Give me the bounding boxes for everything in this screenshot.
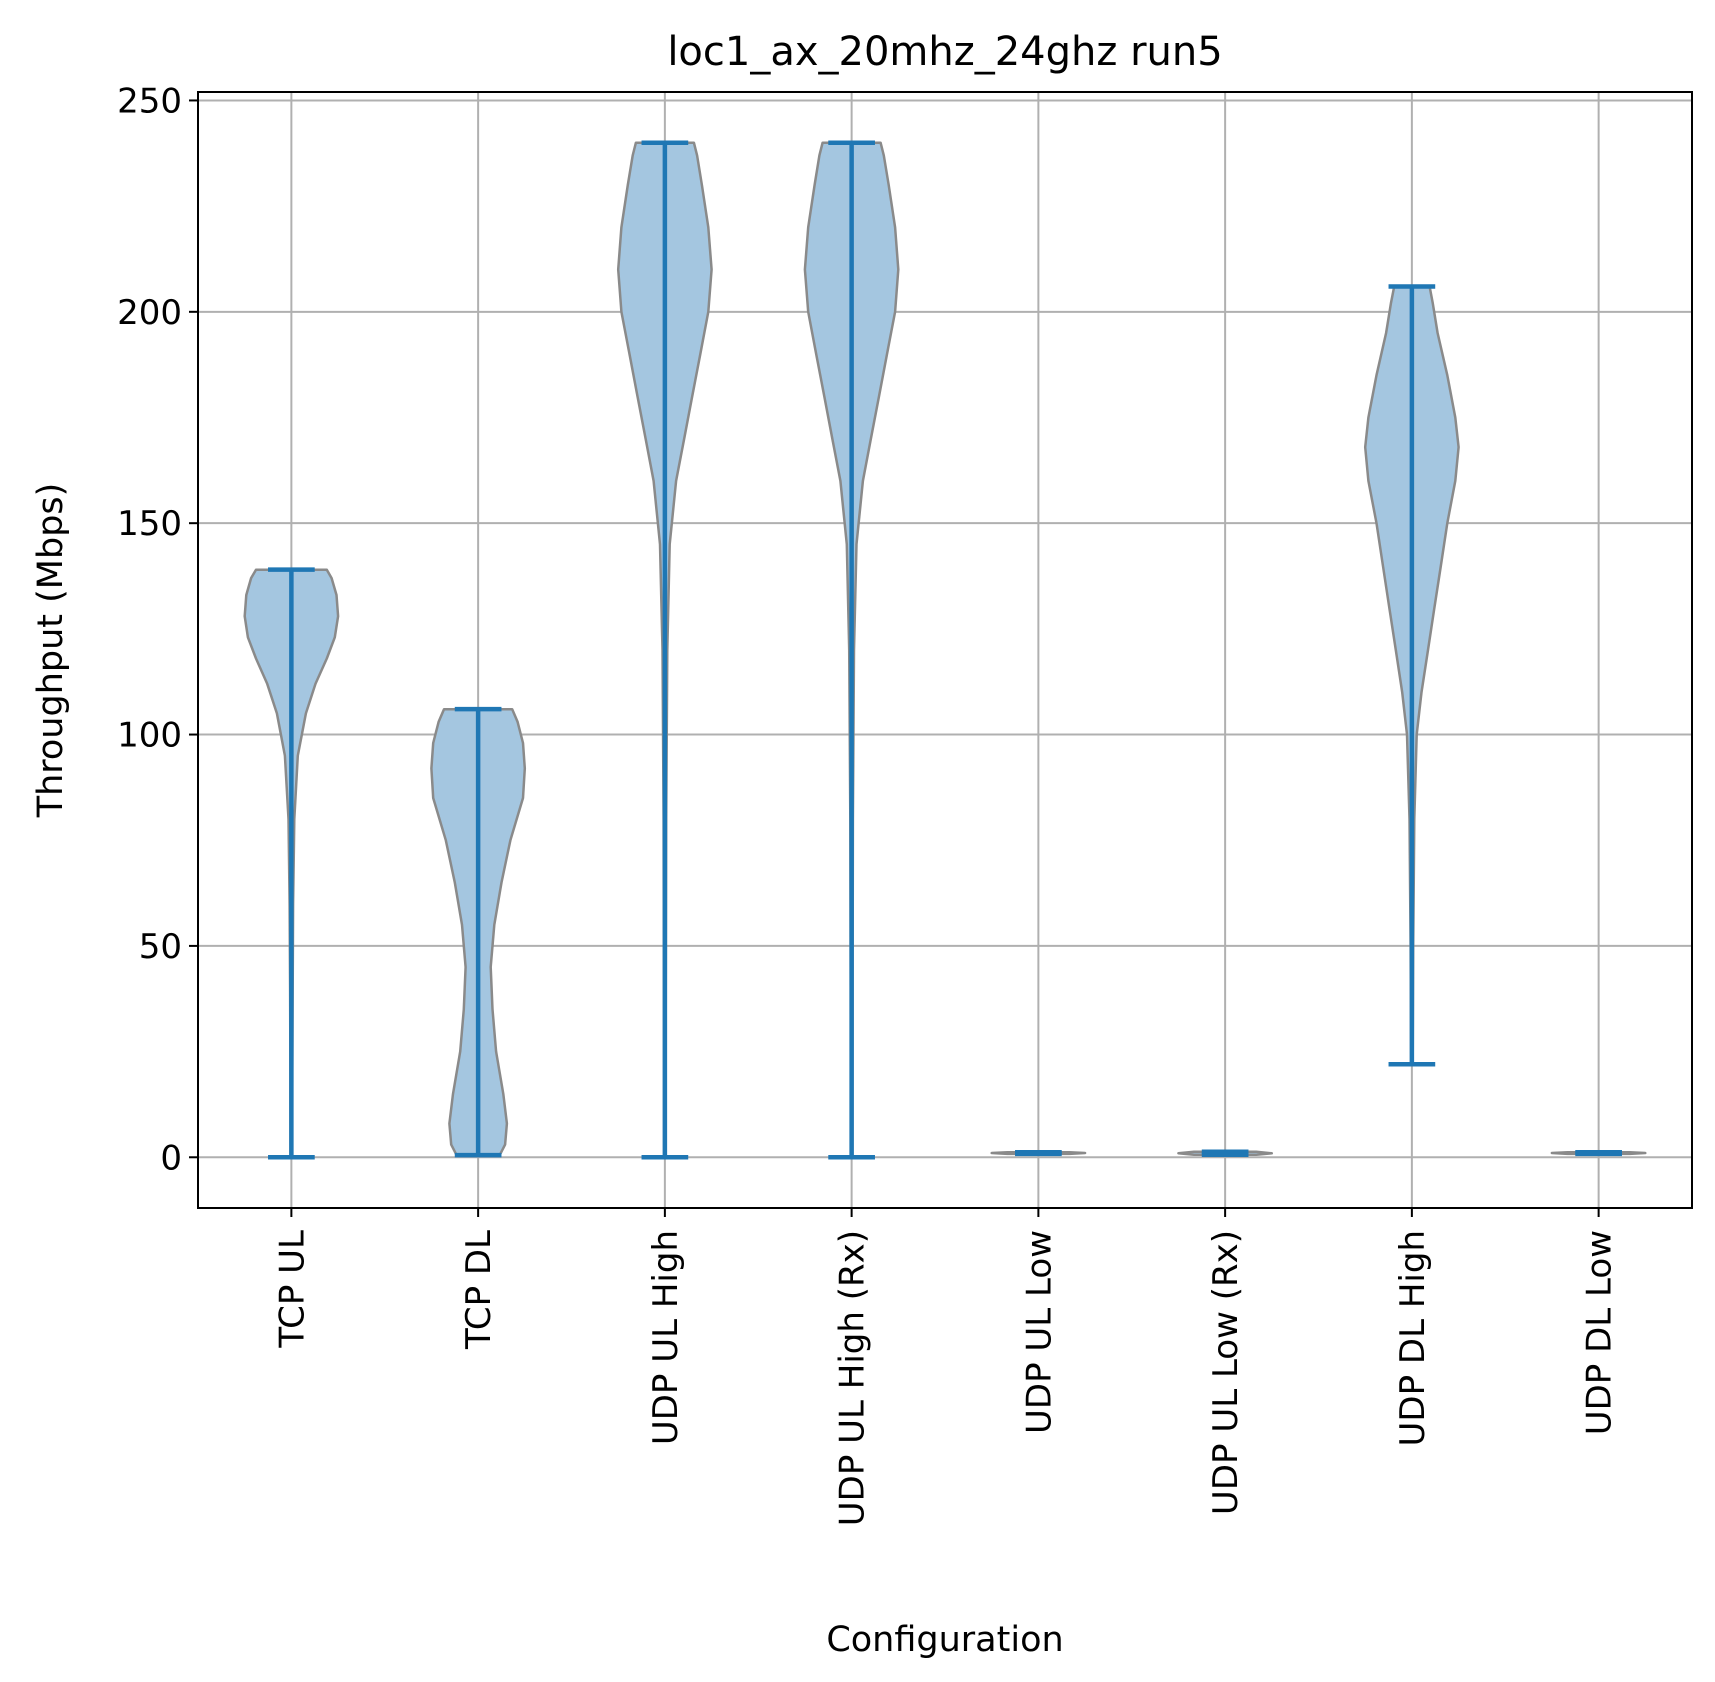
y-axis-label: Throughput (Mbps) — [31, 483, 71, 819]
x-tick-label: TCP DL — [459, 1230, 499, 1350]
y-tick-label: 50 — [139, 927, 182, 967]
y-tick-label: 100 — [117, 716, 182, 756]
x-tick-label: UDP UL High (Rx) — [833, 1230, 873, 1526]
y-tick-label: 0 — [160, 1138, 182, 1178]
chart-title: loc1_ax_20mhz_24ghz run5 — [667, 29, 1222, 75]
x-axis-ticks: TCP UL TCP DL UDP UL High UDP UL High (Rx) U… — [272, 1208, 1620, 1526]
x-tick-label: TCP UL — [272, 1230, 312, 1349]
y-tick-label: 150 — [117, 504, 182, 544]
y-tick-label: 200 — [117, 293, 182, 333]
x-tick-label: UDP DL High — [1393, 1230, 1433, 1446]
plot-frame — [197, 91, 1693, 1209]
x-tick-label: UDP UL High — [646, 1230, 686, 1445]
violin-whiskers — [268, 140, 1622, 1160]
x-tick-label: UDP UL Low (Rx) — [1206, 1230, 1246, 1515]
x-axis-label: Configuration — [826, 1620, 1063, 1660]
x-tick-label: UDP DL Low — [1580, 1230, 1620, 1435]
x-tick-label: UDP UL Low — [1019, 1230, 1059, 1434]
y-axis-ticks: 0 50 100 150 200 250 — [117, 81, 198, 1178]
y-tick-label: 250 — [117, 81, 182, 121]
